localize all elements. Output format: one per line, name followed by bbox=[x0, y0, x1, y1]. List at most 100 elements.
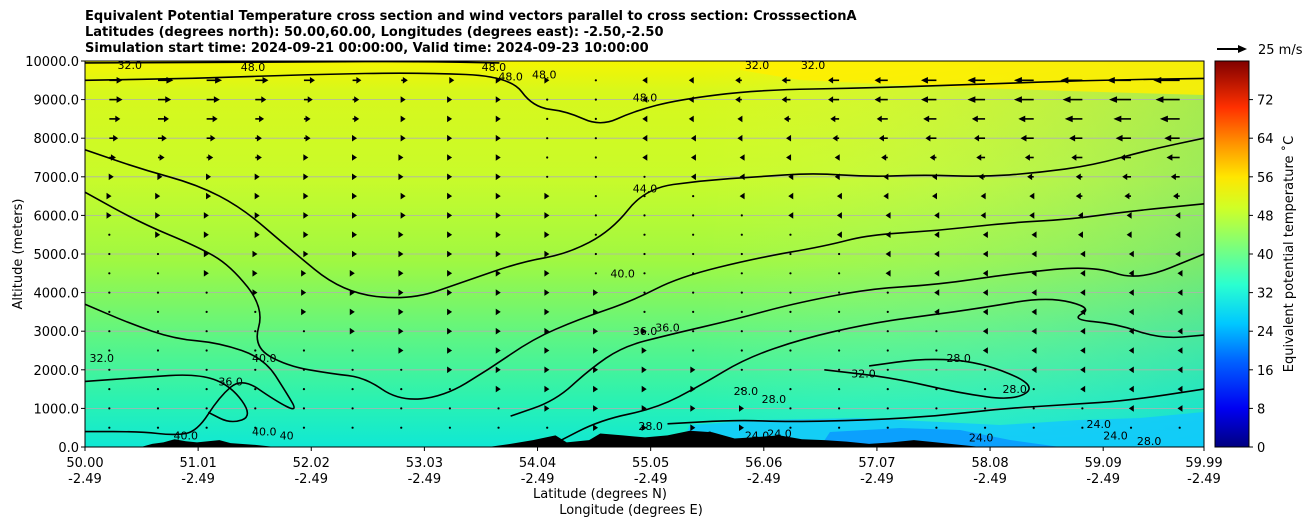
wind-vector-9-5 bbox=[351, 250, 357, 258]
wind-vector-3-13 bbox=[737, 134, 743, 142]
wind-vector-10-21 bbox=[1128, 270, 1134, 277]
wind-vector-0-21 bbox=[1106, 77, 1132, 84]
wind-vector-6-19 bbox=[1029, 192, 1035, 200]
wind-vector-4-12 bbox=[690, 154, 696, 161]
wind-vector-9-7 bbox=[447, 250, 453, 258]
wind-vector-12-15 bbox=[838, 310, 841, 313]
wind-vector-8-18 bbox=[982, 231, 988, 238]
contour-36-5 bbox=[510, 253, 1204, 417]
wind-vector-7-8 bbox=[495, 212, 501, 219]
wind-vector-15-4 bbox=[302, 368, 306, 371]
wind-vector-13-17 bbox=[935, 330, 938, 333]
contour-label-18: 28.0 bbox=[638, 420, 663, 433]
wind-vector-1-6 bbox=[400, 96, 406, 103]
wind-vector-6-10 bbox=[594, 195, 597, 198]
wind-vector-12-17 bbox=[934, 308, 940, 316]
wind-vector-9-14 bbox=[789, 252, 792, 256]
contour-label-4: 48.0 bbox=[532, 69, 557, 82]
wind-vector-12-19 bbox=[1031, 308, 1037, 316]
x-tick-label-lon-9: -2.49 bbox=[1086, 472, 1120, 487]
wind-vector-8-8 bbox=[495, 231, 501, 238]
x-axis-label-longitude: Longitude (degrees E) bbox=[559, 503, 703, 518]
colorbar-tick-label-9: 72 bbox=[1257, 94, 1274, 109]
wind-vector-17-1 bbox=[156, 407, 160, 410]
wind-vector-14-5 bbox=[351, 349, 354, 352]
wind-vector-16-4 bbox=[302, 388, 306, 391]
wind-vector-6-16 bbox=[883, 192, 889, 200]
wind-vector-16-11 bbox=[641, 385, 647, 393]
x-tick-label-lat-2: 52.02 bbox=[293, 456, 330, 471]
wind-vector-2-2 bbox=[206, 115, 218, 123]
colorbar-tick-label-5: 40 bbox=[1257, 248, 1274, 263]
wind-vectors bbox=[106, 77, 1183, 431]
wind-vector-2-0 bbox=[109, 115, 121, 123]
wind-vector-13-7 bbox=[447, 327, 453, 335]
contour-label-10: 36.0 bbox=[633, 325, 658, 338]
wind-vector-18-3 bbox=[254, 426, 257, 429]
wind-vector-8-9 bbox=[544, 231, 550, 238]
wind-vector-4-18 bbox=[976, 154, 986, 161]
wind-vector-9-21 bbox=[1128, 250, 1134, 258]
wind-vector-3-4 bbox=[303, 134, 311, 142]
title-line-1: Equivalent Potential Temperature cross s… bbox=[85, 9, 857, 24]
wind-vector-15-9 bbox=[544, 366, 550, 374]
x-tick-label-lat-9: 59.09 bbox=[1085, 456, 1122, 471]
wind-vector-6-17 bbox=[932, 192, 938, 200]
wind-vector-8-7 bbox=[447, 231, 453, 238]
wind-vector-4-21 bbox=[1120, 154, 1132, 161]
contour-28-8 bbox=[667, 388, 1204, 425]
wind-vector-7-2 bbox=[203, 212, 209, 219]
contour-48-0 bbox=[85, 72, 1204, 124]
title-line-2: Latitudes (degrees north): 50.00,60.00, … bbox=[85, 25, 664, 40]
contour-label-13: 40.0 bbox=[252, 352, 277, 365]
wind-vector-17-16 bbox=[886, 407, 889, 410]
wind-vector-7-5 bbox=[351, 212, 357, 219]
wind-vector-15-12 bbox=[690, 366, 696, 374]
wind-vector-0-12 bbox=[688, 77, 694, 84]
y-tick-label-10: 10000.0 bbox=[25, 55, 79, 70]
contour-label-8: 44.0 bbox=[633, 182, 658, 195]
wind-vector-0-5 bbox=[352, 77, 362, 84]
wind-vector-12-12 bbox=[692, 310, 695, 313]
wind-vector-12-20 bbox=[1080, 308, 1086, 316]
wind-vector-3-1 bbox=[157, 134, 167, 142]
contour-label-2: 48.0 bbox=[482, 61, 507, 74]
wind-vector-13-19 bbox=[1031, 327, 1037, 335]
wind-vector-14-22 bbox=[1177, 347, 1183, 354]
wind-vector-10-13 bbox=[740, 272, 743, 275]
wind-vector-17-7 bbox=[448, 407, 451, 410]
wind-vector-7-7 bbox=[447, 212, 453, 219]
wind-vector-3-14 bbox=[786, 134, 792, 142]
wind-vector-16-5 bbox=[351, 388, 354, 391]
wind-vector-18-11 bbox=[641, 424, 647, 431]
wind-vector-2-15 bbox=[830, 115, 840, 123]
wind-vector-15-15 bbox=[838, 368, 841, 371]
wind-vector-8-17 bbox=[934, 231, 940, 238]
wind-vector-15-2 bbox=[205, 368, 208, 371]
wind-vector-8-21 bbox=[1126, 231, 1132, 238]
contour-label-25: 28.0 bbox=[946, 352, 971, 365]
wind-vector-18-7 bbox=[448, 426, 451, 429]
wind-vector-6-1 bbox=[155, 192, 161, 200]
wind-vector-14-8 bbox=[495, 347, 501, 354]
contour-label-27: 24.0 bbox=[1103, 429, 1128, 442]
colorbar-tick-label-6: 48 bbox=[1257, 209, 1274, 224]
wind-vector-8-10 bbox=[594, 233, 597, 236]
wind-vector-8-5 bbox=[351, 231, 357, 238]
wind-vector-1-5 bbox=[352, 96, 360, 103]
wind-vector-2-9 bbox=[546, 117, 549, 120]
wind-vector-2-5 bbox=[352, 115, 360, 123]
wind-vector-4-14 bbox=[786, 154, 792, 161]
wind-vector-17-4 bbox=[302, 407, 306, 410]
wind-vector-5-15 bbox=[834, 173, 840, 181]
wind-vector-5-17 bbox=[932, 173, 938, 181]
wind-vector-16-21 bbox=[1128, 385, 1134, 393]
wind-vector-5-10 bbox=[594, 175, 597, 178]
wind-vector-6-4 bbox=[303, 192, 309, 200]
wind-vector-12-0 bbox=[108, 310, 111, 313]
colorbar-ramp bbox=[1214, 60, 1250, 448]
wind-vector-11-11 bbox=[643, 291, 646, 294]
wind-vector-4-10 bbox=[594, 156, 597, 159]
wind-vector-13-22 bbox=[1177, 327, 1183, 335]
wind-vector-9-1 bbox=[156, 252, 160, 256]
